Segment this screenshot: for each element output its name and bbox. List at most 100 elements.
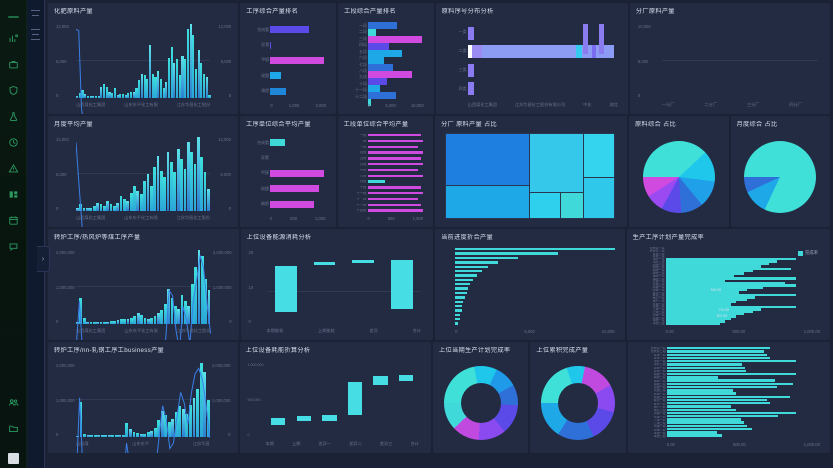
axis-tick: 磷肥二段 bbox=[652, 272, 665, 275]
heat-cell[interactable] bbox=[500, 45, 511, 59]
bar bbox=[153, 167, 157, 211]
bar-series bbox=[665, 258, 796, 325]
users-icon[interactable] bbox=[6, 395, 20, 409]
alert-triangle-icon[interactable] bbox=[6, 161, 20, 175]
axis-tick: 九段 bbox=[358, 74, 367, 80]
calendar-icon[interactable] bbox=[6, 213, 20, 227]
heat-cell[interactable] bbox=[591, 45, 597, 59]
bar bbox=[200, 62, 203, 98]
waterfall-bar[interactable] bbox=[275, 266, 297, 313]
shield-icon[interactable] bbox=[6, 83, 20, 97]
heat-cell[interactable] bbox=[557, 45, 567, 59]
heat-cell[interactable] bbox=[538, 45, 548, 59]
bar bbox=[666, 398, 768, 402]
folder-icon[interactable] bbox=[6, 421, 20, 435]
treemap-cell[interactable] bbox=[529, 191, 563, 219]
bar bbox=[269, 200, 314, 208]
bar-row bbox=[666, 376, 796, 379]
heat-cell[interactable] bbox=[467, 26, 474, 40]
bar bbox=[666, 379, 775, 382]
bar bbox=[666, 353, 768, 356]
axis-tick: 差异 bbox=[369, 328, 378, 333]
waterfall-bar[interactable] bbox=[347, 382, 363, 415]
bar bbox=[119, 319, 123, 324]
heat-cell[interactable] bbox=[576, 45, 583, 59]
heat-cell[interactable] bbox=[547, 45, 558, 59]
pie-wrap bbox=[737, 131, 825, 223]
heat-cell[interactable] bbox=[467, 82, 474, 96]
waterfall-bar[interactable] bbox=[390, 260, 413, 310]
bar bbox=[78, 93, 81, 98]
bar bbox=[270, 41, 272, 49]
donut-chart[interactable] bbox=[541, 366, 616, 440]
avatar[interactable] bbox=[7, 453, 19, 464]
heat-cell[interactable] bbox=[605, 45, 614, 59]
heat-cell[interactable] bbox=[491, 45, 501, 59]
bar-row bbox=[665, 291, 796, 294]
bar bbox=[103, 321, 106, 324]
waterfall-bar[interactable] bbox=[399, 374, 414, 381]
bar bbox=[139, 433, 143, 437]
dashboard-grid-icon[interactable] bbox=[6, 187, 20, 201]
heat-cell[interactable] bbox=[510, 45, 520, 59]
heat-cell[interactable] bbox=[528, 45, 539, 59]
panel-accumulated-output-donut: 上位累积完成产量 bbox=[530, 342, 626, 453]
message-icon[interactable] bbox=[6, 239, 20, 253]
pie-chart[interactable] bbox=[744, 141, 817, 213]
chart-area bbox=[439, 357, 522, 449]
flask-icon[interactable] bbox=[6, 109, 20, 123]
heat-cell[interactable] bbox=[467, 45, 473, 59]
treemap-cell[interactable] bbox=[529, 133, 585, 194]
bar bbox=[455, 261, 499, 264]
briefcase-icon[interactable] bbox=[6, 57, 20, 71]
bar-row bbox=[455, 269, 615, 273]
bar-row bbox=[367, 50, 422, 57]
bar-row bbox=[270, 87, 324, 95]
nav-placeholder-group bbox=[31, 29, 40, 44]
bar bbox=[148, 44, 152, 98]
treemap-cell[interactable] bbox=[560, 191, 585, 219]
chevron-right-icon[interactable]: › bbox=[37, 246, 50, 272]
waterfall-bar[interactable] bbox=[352, 259, 374, 264]
bar bbox=[367, 192, 424, 195]
axis-tick: 纯碱一段 bbox=[653, 392, 666, 396]
heat-cell[interactable] bbox=[583, 24, 588, 54]
treemap-group bbox=[529, 191, 585, 219]
axis-tick: 烧碱一段 bbox=[653, 386, 666, 389]
panel-converter-process-output: 转炉工序/热风炉等煤工序产量 2,000,000 1,000,000 0 2,0… bbox=[48, 229, 239, 340]
bar-row bbox=[367, 22, 422, 29]
nav-placeholder-line bbox=[31, 39, 40, 40]
treemap-cell[interactable] bbox=[445, 132, 532, 188]
waterfall-bar[interactable] bbox=[296, 416, 312, 421]
legend[interactable]: 完成率 bbox=[797, 250, 818, 256]
treemap-cell[interactable] bbox=[582, 176, 615, 219]
axis-tick: 一分厂 bbox=[661, 102, 675, 107]
pie-chart[interactable] bbox=[642, 141, 715, 213]
heat-cell[interactable] bbox=[599, 24, 604, 54]
heat-cell[interactable] bbox=[566, 45, 576, 59]
analytics-icon[interactable] bbox=[6, 31, 20, 45]
heat-cell[interactable] bbox=[472, 45, 482, 59]
bar bbox=[270, 87, 287, 95]
bar-row bbox=[665, 258, 796, 261]
clock-icon[interactable] bbox=[6, 135, 20, 149]
heat-cell[interactable] bbox=[481, 45, 492, 59]
heat-cell[interactable] bbox=[519, 45, 529, 59]
treemap-cell[interactable] bbox=[445, 185, 532, 219]
bar bbox=[136, 313, 140, 324]
bar bbox=[207, 189, 210, 211]
waterfall-bar[interactable] bbox=[271, 417, 286, 426]
bar bbox=[269, 139, 285, 147]
waterfall-bar[interactable] bbox=[373, 376, 388, 386]
y-axis: 1,000,000 500,000 0 bbox=[247, 363, 264, 437]
bar bbox=[112, 205, 116, 211]
line-series bbox=[76, 24, 210, 114]
bar-row bbox=[666, 372, 796, 376]
heat-cell[interactable] bbox=[467, 63, 474, 77]
waterfall-bar[interactable] bbox=[322, 414, 337, 421]
treemap-cell[interactable] bbox=[582, 133, 615, 179]
bar bbox=[200, 256, 204, 324]
bar bbox=[109, 204, 113, 211]
donut-chart[interactable] bbox=[443, 366, 518, 440]
waterfall-bar[interactable] bbox=[313, 261, 336, 265]
